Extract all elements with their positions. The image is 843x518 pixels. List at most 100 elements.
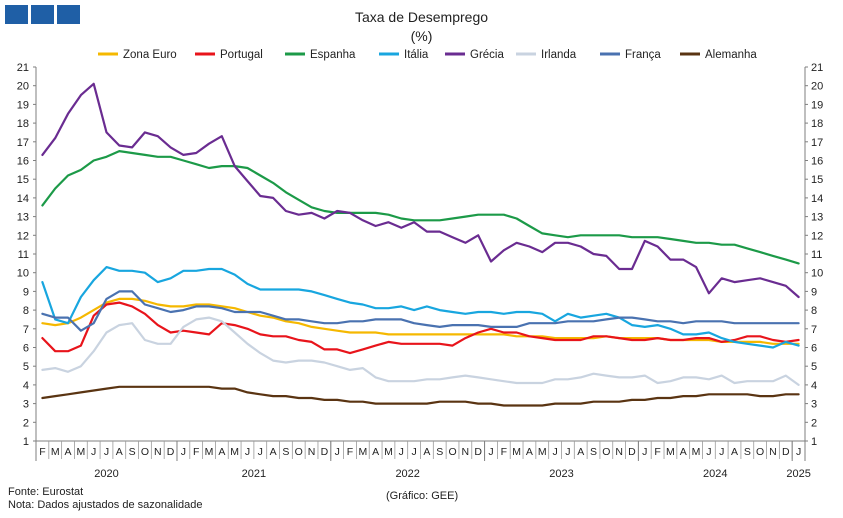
x-tick-label: M — [512, 446, 521, 458]
y-tick-label-right: 14 — [811, 193, 823, 205]
x-tick-label: A — [577, 446, 584, 458]
y-tick-label-left: 7 — [23, 324, 29, 336]
logo-square — [57, 5, 80, 24]
y-tick-label-right: 15 — [811, 174, 823, 186]
y-tick-label-left: 11 — [18, 249, 29, 261]
series-line-grcia — [41, 82, 800, 299]
y-tick-label-right: 9 — [811, 286, 817, 298]
y-tick-label-left: 9 — [23, 286, 29, 298]
y-tick-label-right: 5 — [811, 361, 817, 373]
chart-credit: (Gráfico: GEE) — [386, 490, 459, 502]
legend-label: Itália — [404, 49, 429, 61]
y-tick-label-left: 17 — [17, 137, 29, 149]
year-label: 2024 — [703, 468, 727, 480]
year-label: 2021 — [242, 468, 266, 480]
y-tick-label-left: 19 — [17, 99, 29, 111]
adjustment-note: Nota: Dados ajustados de sazonalidade — [8, 499, 203, 511]
x-tick-label: F — [654, 446, 660, 458]
x-tick-label: O — [141, 446, 149, 458]
x-tick-label: M — [51, 446, 60, 458]
x-tick-label: N — [615, 446, 623, 458]
x-tick-label: S — [436, 446, 443, 458]
x-tick-label: J — [91, 446, 96, 458]
x-tick-label: J — [565, 446, 570, 458]
x-tick-label: D — [782, 446, 790, 458]
y-tick-label-right: 17 — [811, 137, 823, 149]
y-tick-label-left: 21 — [17, 62, 29, 74]
legend-label: Alemanha — [705, 49, 757, 61]
y-tick-label-right: 2 — [811, 417, 817, 429]
x-tick-label: D — [628, 446, 636, 458]
x-tick-label: F — [39, 446, 45, 458]
y-tick-label-right: 13 — [811, 212, 823, 224]
chart-subtitle: (%) — [410, 28, 433, 44]
series-line-portugal — [41, 301, 800, 355]
y-tick-label-right: 7 — [811, 324, 817, 336]
x-tick-label: M — [205, 446, 214, 458]
year-label: 2023 — [549, 468, 573, 480]
x-tick-label: A — [270, 446, 277, 458]
x-tick-label: D — [321, 446, 329, 458]
x-tick-label: M — [358, 446, 367, 458]
y-tick-label-left: 2 — [23, 417, 29, 429]
x-tick-label: M — [666, 446, 675, 458]
y-tick-label-left: 12 — [17, 230, 29, 242]
x-tick-label: O — [602, 446, 610, 458]
y-tick-label-left: 18 — [17, 118, 29, 130]
x-tick-label: M — [230, 446, 239, 458]
y-tick-label-left: 3 — [23, 399, 29, 411]
y-tick-label-right: 18 — [811, 118, 823, 130]
y-tick-label-right: 11 — [811, 249, 822, 261]
x-tick-label: A — [526, 446, 533, 458]
x-tick-label: J — [335, 446, 340, 458]
y-tick-label-left: 14 — [17, 193, 29, 205]
y-tick-label-left: 4 — [23, 380, 29, 392]
y-tick-label-left: 1 — [23, 436, 29, 448]
legend-label: Espanha — [310, 49, 356, 61]
y-tick-label-left: 5 — [23, 361, 29, 373]
gee-logo-icon — [5, 5, 80, 24]
x-tick-label: J — [411, 446, 416, 458]
legend-label: Zona Euro — [123, 49, 177, 61]
x-tick-label: J — [706, 446, 711, 458]
x-tick-label: F — [501, 446, 507, 458]
series-line-irlanda — [41, 316, 800, 386]
series-line-frana — [41, 290, 800, 332]
x-tick-label: J — [642, 446, 647, 458]
x-tick-label: S — [282, 446, 289, 458]
y-tick-label-right: 4 — [811, 380, 817, 392]
source-note: Fonte: Eurostat — [8, 486, 84, 498]
y-tick-label-right: 19 — [811, 99, 823, 111]
x-tick-label: F — [193, 446, 199, 458]
x-tick-label: A — [372, 446, 379, 458]
y-tick-label-left: 6 — [23, 343, 29, 355]
logo-square — [31, 5, 54, 24]
x-tick-label: J — [181, 446, 186, 458]
x-tick-label: N — [308, 446, 316, 458]
x-tick-label: S — [744, 446, 751, 458]
y-tick-label-right: 10 — [811, 268, 823, 280]
x-tick-label: A — [680, 446, 687, 458]
x-tick-label: J — [719, 446, 724, 458]
y-tick-label-left: 10 — [17, 268, 29, 280]
x-tick-label: M — [384, 446, 393, 458]
x-tick-label: M — [692, 446, 701, 458]
logo-square — [5, 5, 28, 24]
x-tick-label: F — [347, 446, 353, 458]
x-tick-label: J — [104, 446, 109, 458]
x-tick-label: M — [76, 446, 85, 458]
x-tick-label: A — [218, 446, 225, 458]
x-tick-label: A — [116, 446, 123, 458]
y-tick-label-left: 20 — [17, 81, 29, 93]
x-tick-label: S — [129, 446, 136, 458]
x-tick-label: O — [295, 446, 303, 458]
x-tick-label: S — [590, 446, 597, 458]
x-tick-label: A — [731, 446, 738, 458]
legend-label: França — [625, 49, 661, 61]
x-tick-label: J — [258, 446, 263, 458]
year-label: 2020 — [94, 468, 118, 480]
y-tick-label-right: 21 — [811, 62, 823, 74]
x-tick-label: J — [796, 446, 801, 458]
x-tick-label: D — [474, 446, 482, 458]
